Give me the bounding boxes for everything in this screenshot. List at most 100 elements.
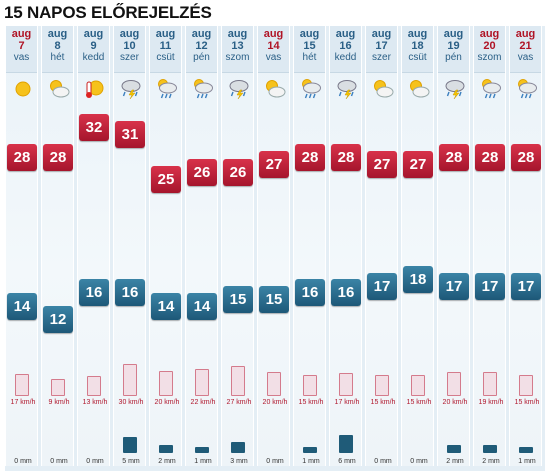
- cloud-rain-icon: [192, 78, 214, 100]
- thunderstorm-icon: [120, 78, 142, 100]
- thunderstorm-icon: [336, 78, 358, 100]
- day-header: aug 13 szom: [222, 26, 253, 73]
- rain-bar: [303, 447, 317, 453]
- min-temp-badge: 14: [151, 292, 181, 320]
- partly-cloudy-icon: [264, 78, 286, 100]
- rain-amount-label: 2 mm: [158, 458, 176, 465]
- partly-cloudy-icon: [48, 78, 70, 100]
- wind-bar: [195, 369, 209, 396]
- day-column: aug 12 pén 26 14 22 km/h 1 mm: [185, 26, 218, 466]
- weekday-label: pén: [193, 52, 210, 63]
- min-temp-badge: 15: [259, 285, 289, 313]
- weekday-label: vas: [265, 52, 282, 63]
- day-number: 14: [267, 40, 280, 52]
- max-temp-badge: 28: [511, 143, 541, 171]
- day-column: aug 16 kedd 28 16 17 km/h 6 mm: [329, 26, 362, 466]
- day-number: 12: [195, 40, 208, 52]
- min-temp-badge: 17: [475, 272, 505, 300]
- month-label: aug: [443, 28, 464, 40]
- day-header: aug 12 pén: [186, 26, 217, 73]
- month-label: aug: [191, 28, 212, 40]
- max-temp-badge: 28: [331, 143, 361, 171]
- min-temp-badge: 17: [367, 272, 397, 300]
- min-temp-badge: 18: [403, 265, 433, 293]
- wind-speed-label: 27 km/h: [226, 399, 252, 406]
- day-number: 16: [339, 40, 352, 52]
- month-label: aug: [47, 28, 68, 40]
- day-number: 9: [90, 40, 97, 52]
- partly-cloudy-icon: [408, 78, 430, 100]
- forecast-grid: aug 7 vas 28 14 17 km/h 0 mm aug 8 hét 28 12 9 km/h 0…: [5, 26, 545, 471]
- day-number: 11: [159, 40, 172, 52]
- wind-bar: [519, 375, 533, 396]
- wind-speed-label: 15 km/h: [370, 399, 396, 406]
- rain-amount-label: 0 mm: [266, 458, 284, 465]
- max-temp-badge: 25: [151, 166, 181, 193]
- min-temp-badge: 14: [7, 292, 37, 320]
- max-temp-badge: 26: [223, 158, 253, 186]
- wind-speed-label: 15 km/h: [514, 399, 540, 406]
- day-column: aug 11 csüt 25 14 20 km/h 2 mm: [149, 26, 182, 466]
- day-number: 13: [231, 40, 244, 52]
- month-label: aug: [515, 28, 536, 40]
- day-column: aug 9 kedd 32 16 13 km/h 0 mm: [77, 26, 110, 466]
- day-header: aug 11 csüt: [150, 26, 181, 73]
- min-temp-badge: 17: [511, 272, 541, 300]
- rain-amount-label: 1 mm: [518, 458, 536, 465]
- max-temp-badge: 28: [439, 143, 469, 171]
- day-header: aug 16 kedd: [330, 26, 361, 73]
- cloud-rain-icon: [156, 78, 178, 100]
- day-column: aug 10 szer 31 16 30 km/h 5 mm: [113, 26, 146, 466]
- rain-amount-label: 0 mm: [14, 458, 32, 465]
- thunderstorm-icon: [228, 78, 250, 100]
- rain-amount-label: 3 mm: [230, 458, 248, 465]
- max-temp-badge: 28: [43, 143, 73, 171]
- min-temp-badge: 12: [43, 306, 73, 333]
- weekday-label: szom: [225, 52, 250, 63]
- day-number: 7: [18, 40, 25, 52]
- rain-amount-label: 0 mm: [50, 458, 68, 465]
- month-label: aug: [371, 28, 392, 40]
- day-header: aug 19 pén: [438, 26, 469, 73]
- month-label: aug: [119, 28, 140, 40]
- wind-bar: [375, 375, 389, 396]
- month-label: aug: [263, 28, 284, 40]
- day-number: 10: [123, 40, 136, 52]
- day-column: aug 8 hét 28 12 9 km/h 0 mm: [41, 26, 74, 466]
- wind-bar: [339, 373, 353, 396]
- rain-bar: [339, 435, 353, 453]
- month-label: aug: [335, 28, 356, 40]
- wind-bar: [303, 375, 317, 396]
- rain-bar: [123, 437, 137, 453]
- weekday-label: szer: [120, 52, 139, 63]
- wind-speed-label: 9 km/h: [48, 399, 70, 406]
- rain-bar: [231, 442, 245, 453]
- wind-bar: [483, 372, 497, 396]
- wind-speed-label: 15 km/h: [298, 399, 324, 406]
- day-number: 21: [519, 40, 532, 52]
- day-header: aug 10 szer: [114, 26, 145, 73]
- wind-bar: [15, 374, 29, 396]
- day-header: aug 9 kedd: [78, 26, 109, 73]
- hot-sun-icon: [84, 78, 106, 100]
- day-column: aug 7 vas 28 14 17 km/h 0 mm: [5, 26, 38, 466]
- wind-bar: [231, 366, 245, 396]
- max-temp-badge: 27: [259, 151, 289, 178]
- weekday-label: hét: [302, 52, 317, 63]
- weekday-label: vas: [13, 52, 30, 63]
- wind-speed-label: 20 km/h: [154, 399, 180, 406]
- day-number: 20: [483, 40, 496, 52]
- min-temp-badge: 17: [439, 272, 469, 300]
- day-column: aug 17 szer 27 17 15 km/h 0 mm: [365, 26, 398, 466]
- day-number: 15: [303, 40, 316, 52]
- weekday-label: kedd: [334, 52, 357, 63]
- min-temp-badge: 16: [295, 279, 325, 307]
- wind-bar: [159, 371, 173, 396]
- rain-bar: [159, 445, 173, 453]
- month-label: aug: [83, 28, 104, 40]
- weekday-label: szom: [477, 52, 502, 63]
- month-label: aug: [11, 28, 32, 40]
- day-header: aug 14 vas: [258, 26, 289, 73]
- max-temp-badge: 28: [295, 143, 325, 171]
- weekday-label: vas: [517, 52, 534, 63]
